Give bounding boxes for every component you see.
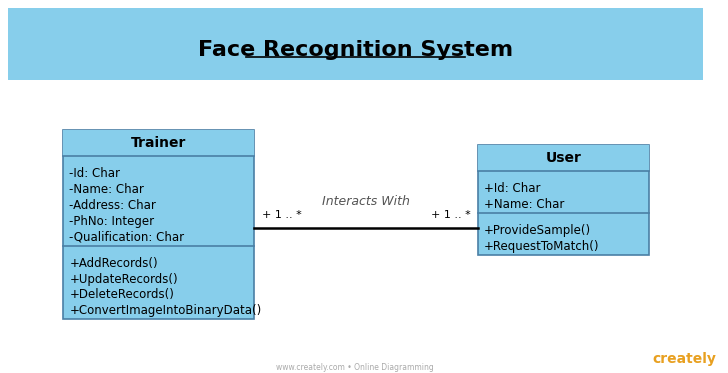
Text: Face Recognition System: Face Recognition System bbox=[198, 40, 513, 60]
Text: -PhNo: Integer: -PhNo: Integer bbox=[69, 214, 154, 228]
Text: + 1 .. *: + 1 .. * bbox=[261, 210, 301, 220]
Text: User: User bbox=[546, 151, 582, 165]
Text: +ConvertImageIntoBinaryData(): +ConvertImageIntoBinaryData() bbox=[69, 304, 261, 317]
Text: +UpdateRecords(): +UpdateRecords() bbox=[69, 273, 178, 285]
Text: creately: creately bbox=[652, 352, 716, 366]
FancyBboxPatch shape bbox=[478, 145, 649, 171]
Text: +Name: Char: +Name: Char bbox=[484, 198, 564, 211]
FancyBboxPatch shape bbox=[63, 130, 254, 156]
FancyBboxPatch shape bbox=[8, 8, 703, 80]
Text: www.creately.com • Online Diagramming: www.creately.com • Online Diagramming bbox=[277, 363, 434, 372]
FancyBboxPatch shape bbox=[478, 145, 649, 254]
Text: -Address: Char: -Address: Char bbox=[69, 199, 157, 211]
Text: Trainer: Trainer bbox=[131, 136, 186, 150]
Text: +Id: Char: +Id: Char bbox=[484, 182, 541, 195]
Text: +AddRecords(): +AddRecords() bbox=[69, 257, 158, 270]
Text: + 1 .. *: + 1 .. * bbox=[431, 210, 470, 220]
Text: -Name: Char: -Name: Char bbox=[69, 183, 144, 196]
Text: +ProvideSample(): +ProvideSample() bbox=[484, 223, 591, 236]
FancyBboxPatch shape bbox=[63, 130, 254, 319]
Text: -Id: Char: -Id: Char bbox=[69, 167, 120, 180]
Text: Interacts With: Interacts With bbox=[322, 195, 410, 208]
Text: +RequestToMatch(): +RequestToMatch() bbox=[484, 239, 600, 253]
Text: -Qualification: Char: -Qualification: Char bbox=[69, 231, 184, 244]
Text: +DeleteRecords(): +DeleteRecords() bbox=[69, 288, 174, 301]
